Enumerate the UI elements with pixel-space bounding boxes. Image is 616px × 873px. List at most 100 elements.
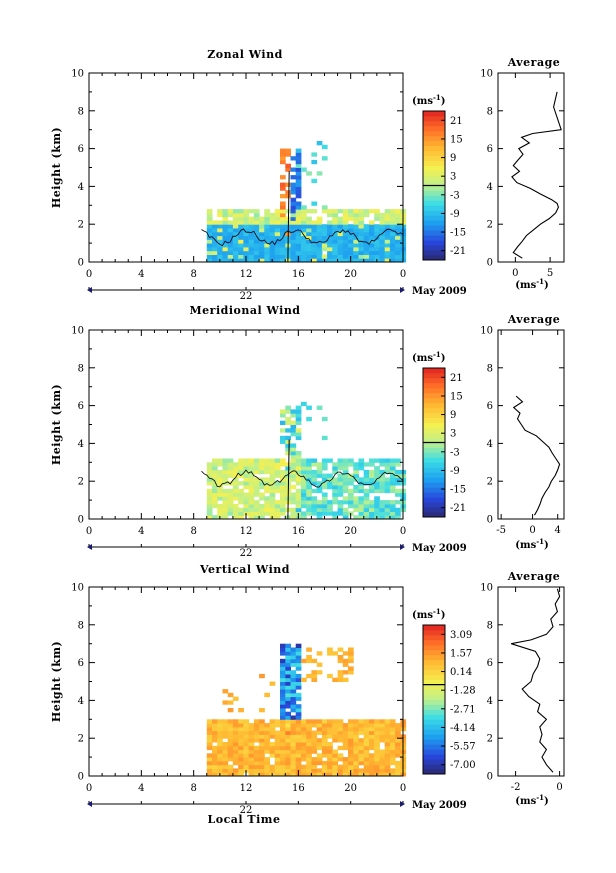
heatmap-cell: [280, 496, 286, 501]
heatmap-cell: [238, 492, 244, 497]
heatmap-cell: [238, 254, 244, 259]
heatmap-cell: [264, 235, 270, 240]
heatmap-cell: [232, 209, 239, 214]
heatmap-cell: [332, 760, 338, 766]
heatmap-cell: [274, 488, 281, 494]
heatmap-cell: [369, 764, 375, 769]
heatmap-cell: [264, 742, 270, 747]
heatmap-cell: [306, 209, 312, 214]
heatmap-cell: [379, 224, 386, 229]
heatmap-cell: [321, 231, 328, 237]
heatmap-cell: [259, 719, 265, 724]
heatmap-cell: [264, 760, 270, 766]
heatmap-cell: [358, 209, 365, 214]
heatmap-cell: [280, 685, 286, 690]
heatmap-cell: [348, 488, 354, 494]
heatmap-cell: [306, 224, 312, 229]
heatmap-cell: [285, 681, 291, 686]
heatmap-cell: [290, 655, 297, 660]
heatmap-cell: [290, 500, 297, 505]
day-axis: 22 May 2009: [87, 543, 467, 559]
heatmap-cell: [295, 250, 302, 255]
heatmap-cell: [285, 443, 291, 448]
heatmap-cell: [369, 243, 375, 248]
heatmap-cell: [290, 212, 297, 218]
heatmap-cell: [222, 689, 229, 694]
heatmap-cell: [280, 148, 286, 153]
heatmap-cell: [321, 723, 328, 728]
heatmap-cell: [395, 500, 401, 505]
colorbar-segment: [423, 417, 445, 424]
heatmap-cell: [332, 485, 338, 490]
colorbar-segment: [423, 200, 445, 206]
heatmap-cell: [369, 220, 375, 225]
heatmap-cell: [243, 231, 250, 237]
heatmap-cell: [337, 719, 344, 724]
heatmap-cell: [321, 477, 328, 482]
heatmap-cell: [217, 231, 223, 237]
heatmap-cell: [217, 507, 223, 512]
heatmap-cell: [248, 243, 255, 248]
heatmap-cell: [212, 250, 218, 255]
heatmap-cell: [311, 258, 318, 263]
heatmap-cell: [248, 734, 255, 739]
heatmap-cell: [369, 473, 375, 478]
heatmap-cell: [311, 209, 318, 214]
heatmap-cell: [212, 469, 218, 475]
heatmap-cell: [295, 655, 302, 660]
heatmap-cell: [363, 212, 370, 218]
heatmap-cell: [389, 477, 396, 482]
heatmap-cell: [316, 726, 323, 732]
heatmap-cell: [227, 726, 234, 732]
heatmap-cell: [280, 689, 286, 694]
heatmap-cell: [264, 511, 270, 516]
heatmap-cell: [358, 515, 365, 520]
heatmap-cell: [384, 507, 391, 512]
heatmap-cell: [222, 216, 229, 221]
heatmap-cell: [253, 212, 260, 218]
heatmap-cell: [243, 749, 250, 754]
heatmap-cell: [290, 420, 297, 425]
heatmap-cell: [290, 704, 297, 709]
heatmap-cell: [295, 730, 302, 735]
heatmap-cell: [238, 466, 244, 471]
heatmap-cell: [389, 228, 396, 233]
heatmap-cell: [285, 692, 291, 698]
heatmap-cell: [295, 451, 302, 456]
profile-x-label: 4: [555, 525, 561, 536]
heatmap-cell: [306, 258, 312, 263]
heatmap-cell: [295, 186, 302, 191]
heatmap-cell: [280, 662, 286, 667]
x-tick-label: 0: [400, 783, 406, 794]
heatmap-cell: [280, 503, 286, 509]
heatmap-cell: [290, 719, 297, 724]
heatmap-cell: [285, 760, 291, 766]
heatmap-cell: [363, 209, 370, 214]
heatmap-cell: [295, 405, 302, 410]
heatmap-cell: [311, 462, 318, 467]
heatmap-cell: [274, 228, 281, 233]
heatmap-cell: [348, 243, 354, 248]
heatmap-cell: [295, 477, 302, 482]
heatmap-cell: [348, 239, 354, 244]
heatmap-cell: [227, 220, 234, 225]
y-tick-label: 2: [78, 477, 84, 488]
colorbar-unit: (ms-1): [412, 607, 445, 621]
heatmap-cell: [311, 772, 318, 777]
heatmap-cell: [269, 500, 276, 505]
heatmap-cell: [395, 477, 401, 482]
heatmap-cell: [321, 768, 328, 773]
heatmap-cell: [332, 258, 338, 263]
heatmap-cell: [384, 768, 391, 773]
heatmap-cell: [290, 768, 297, 773]
heatmap-cell: [285, 704, 291, 709]
heatmap-cell: [332, 469, 338, 475]
heatmap-cell: [311, 658, 318, 664]
heatmap-cell: [301, 496, 307, 501]
heatmap-cell: [327, 726, 333, 732]
heatmap-cell: [264, 726, 270, 732]
heatmap-cell: [280, 209, 286, 214]
heatmap-cell: [259, 250, 265, 255]
heatmap-cell: [259, 485, 265, 490]
x-tick-label: 12: [240, 269, 253, 280]
